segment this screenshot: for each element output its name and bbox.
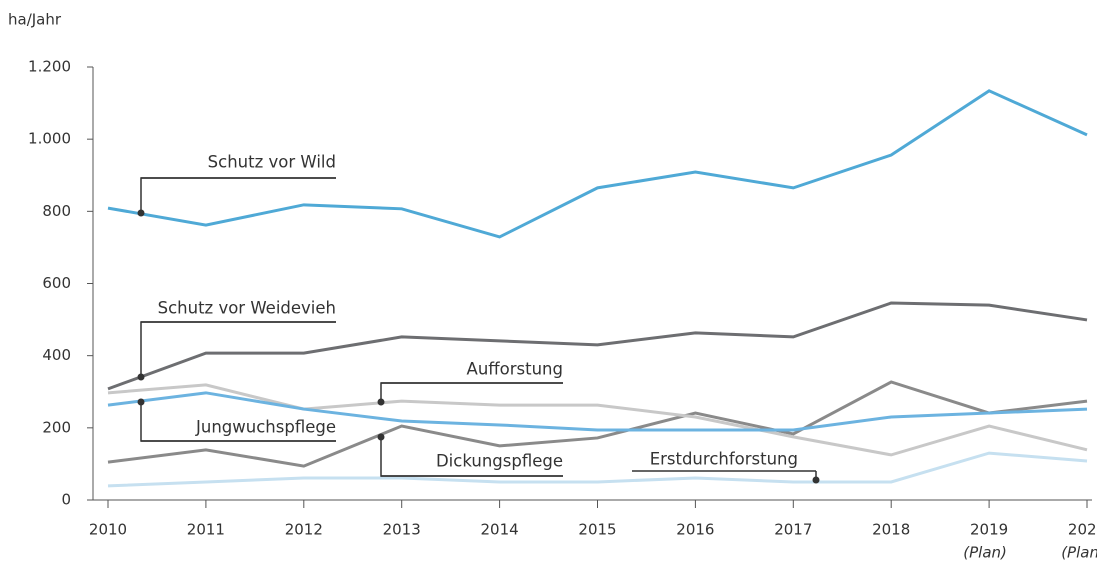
y-tick-label: 1.000	[28, 130, 71, 148]
x-tick-label: 2010	[89, 521, 127, 539]
callout-line	[140, 321, 336, 377]
y-axis-label: ha/Jahr	[8, 11, 62, 29]
x-sublabel: (Plan)	[1061, 544, 1097, 562]
x-tick-label: 2019	[970, 521, 1008, 539]
x-tick-label: 2011	[187, 521, 225, 539]
x-tick-label: 2012	[285, 521, 323, 539]
callout-dot	[377, 398, 385, 406]
series-line	[107, 301, 1088, 391]
x-tick-label: 2020	[1068, 521, 1097, 539]
callout-dot	[812, 476, 820, 484]
series-label: Aufforstung	[467, 360, 563, 379]
callout-dot	[137, 373, 145, 381]
callout-dot	[377, 433, 385, 441]
y-tick-label: 1.200	[28, 58, 71, 76]
x-tick-label: 2018	[872, 521, 910, 539]
series-label: Schutz vor Wild	[208, 153, 336, 172]
x-sublabel: (Plan)	[963, 544, 1007, 562]
series-line	[107, 89, 1088, 239]
y-tick-label: 400	[42, 346, 71, 364]
series-line	[107, 383, 1088, 457]
x-tick-label: 2015	[578, 521, 616, 539]
series-label: Dickungspflege	[436, 452, 563, 471]
x-tick-label: 2013	[383, 521, 421, 539]
y-tick-label: 800	[42, 202, 71, 220]
series-label: Schutz vor Weidevieh	[158, 299, 336, 318]
series-label: Erstdurchforstung	[650, 450, 798, 469]
series-line	[107, 451, 1088, 488]
series-label: Jungwuchspflege	[195, 418, 336, 437]
y-tick-label: 0	[61, 491, 71, 509]
y-tick-label: 200	[42, 418, 71, 436]
callout-dot	[137, 209, 145, 217]
callout-dot	[137, 398, 145, 406]
x-tick-label: 2017	[774, 521, 812, 539]
series-line	[107, 380, 1088, 468]
callout-line	[140, 177, 336, 213]
series-line	[107, 391, 1088, 432]
y-tick-label: 600	[42, 274, 71, 292]
callout-line	[380, 382, 563, 402]
x-tick-label: 2016	[676, 521, 714, 539]
x-tick-label: 2014	[481, 521, 519, 539]
